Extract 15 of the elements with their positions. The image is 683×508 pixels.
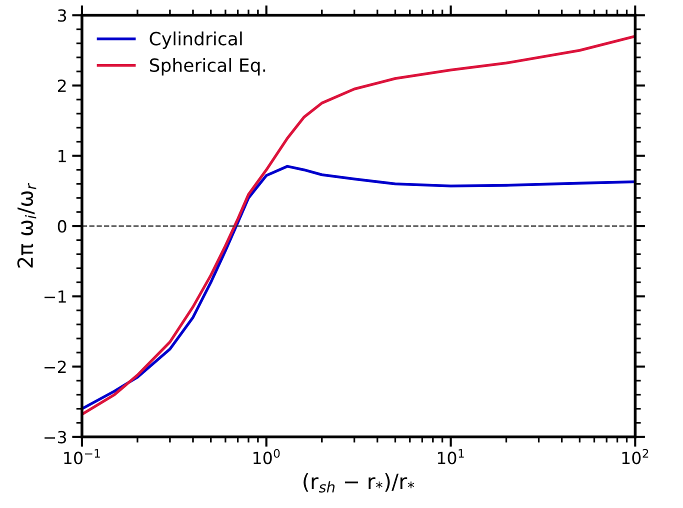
x-tick-label: 10$^{2}$	[622, 448, 648, 464]
x-tick-label: 10$^{−1}$	[64, 449, 100, 464]
x-tick-label: 10$^{0}$	[254, 448, 280, 464]
y-tick-label: 0	[58, 220, 66, 233]
y-tick-label: 2	[58, 79, 66, 92]
y-tick-label: −1	[44, 290, 66, 303]
y-axis-title: 2π ω$_{i}$/ω$_{r}$	[17, 182, 36, 268]
legend-label: Cylindrical	[150, 31, 242, 49]
x-axis-title: (r$_{sh}$ − r$_{*}$)/r$_{*}$	[304, 473, 414, 493]
x-tick-label: 10$^{1}$	[438, 449, 464, 464]
legend-label: Spherical Eq.	[150, 58, 266, 76]
y-tick-label: −2	[44, 360, 66, 373]
y-tick-label: 3	[58, 9, 66, 22]
y-tick-label: −3	[44, 430, 66, 444]
y-tick-label: 1	[58, 150, 66, 162]
